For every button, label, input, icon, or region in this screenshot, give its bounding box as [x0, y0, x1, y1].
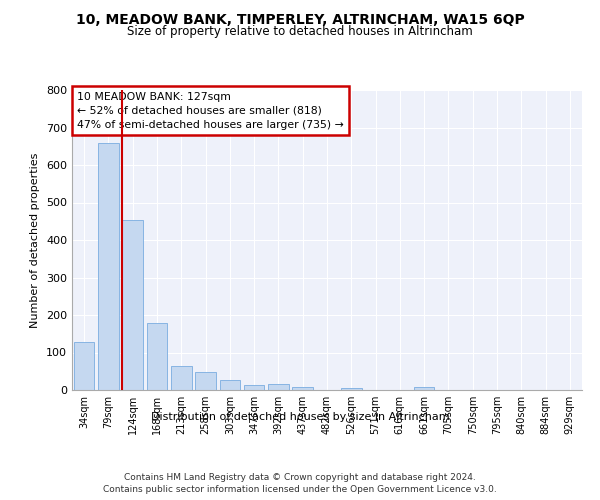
Bar	[414, 387, 434, 390]
Bar	[171, 366, 191, 390]
Bar	[74, 342, 94, 390]
Bar	[98, 142, 119, 390]
Bar	[220, 380, 240, 390]
Y-axis label: Number of detached properties: Number of detached properties	[31, 152, 40, 328]
Bar	[146, 322, 167, 390]
Bar	[195, 372, 216, 390]
Text: Contains HM Land Registry data © Crown copyright and database right 2024.: Contains HM Land Registry data © Crown c…	[124, 472, 476, 482]
Text: Contains public sector information licensed under the Open Government Licence v3: Contains public sector information licen…	[103, 485, 497, 494]
Bar	[341, 388, 362, 390]
Text: 10, MEADOW BANK, TIMPERLEY, ALTRINCHAM, WA15 6QP: 10, MEADOW BANK, TIMPERLEY, ALTRINCHAM, …	[76, 12, 524, 26]
Text: Size of property relative to detached houses in Altrincham: Size of property relative to detached ho…	[127, 25, 473, 38]
Bar	[292, 386, 313, 390]
Bar	[268, 384, 289, 390]
Text: Distribution of detached houses by size in Altrincham: Distribution of detached houses by size …	[151, 412, 449, 422]
Text: 10 MEADOW BANK: 127sqm
← 52% of detached houses are smaller (818)
47% of semi-de: 10 MEADOW BANK: 127sqm ← 52% of detached…	[77, 92, 344, 130]
Bar	[244, 385, 265, 390]
Bar	[122, 220, 143, 390]
